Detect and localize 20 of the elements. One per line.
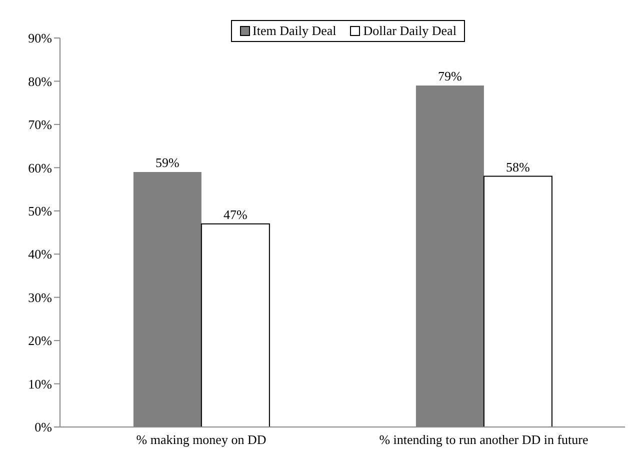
- y-tick-label: 80%: [28, 74, 52, 89]
- data-label: 79%: [438, 68, 462, 84]
- x-tick-label: % making money on DD: [136, 432, 266, 448]
- y-tick-label: 40%: [28, 246, 52, 262]
- y-tick-label: 10%: [28, 376, 52, 392]
- y-tick-label: 90%: [28, 30, 52, 46]
- data-label: 58%: [506, 159, 530, 174]
- bar: [483, 176, 552, 427]
- data-label: 59%: [156, 154, 180, 170]
- legend-label: Dollar Daily Deal: [362, 23, 456, 39]
- legend-label: Item Daily Deal: [252, 23, 336, 39]
- y-tick-label: 0%: [34, 420, 52, 435]
- data-label: 47%: [224, 206, 248, 222]
- bar: [200, 223, 270, 427]
- y-tick-label: 60%: [28, 160, 52, 176]
- y-tick-label: 20%: [28, 333, 52, 348]
- y-tick-label: 30%: [28, 290, 52, 305]
- y-tick-label: 50%: [28, 204, 52, 219]
- y-tick-label: 70%: [28, 117, 52, 132]
- x-tick-label: % intending to run another DD in future: [379, 432, 588, 448]
